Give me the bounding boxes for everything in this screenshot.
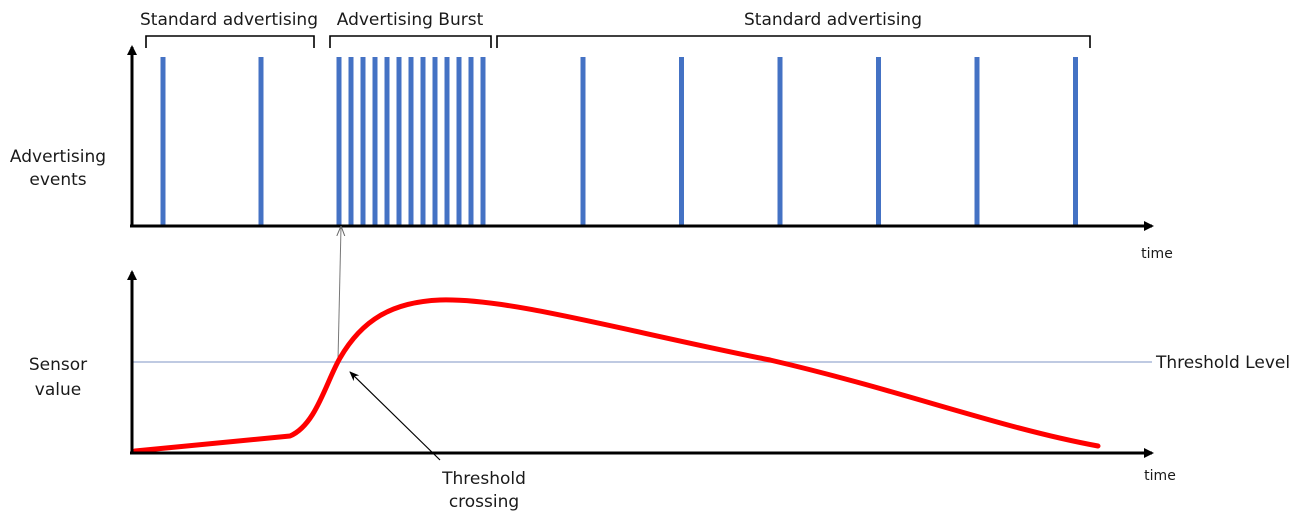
crossing-label-line2: crossing <box>449 492 519 512</box>
advertising-event-bar <box>348 57 354 226</box>
advertising-event-bar <box>372 57 378 226</box>
segment-label-burst: Advertising Burst <box>337 10 484 30</box>
bottom-panel: Threshold Level Sensor value time Thresh… <box>29 270 1290 512</box>
segment-label-standard-left: Standard advertising <box>140 10 318 30</box>
advertising-event-bar <box>384 57 390 226</box>
advertising-event-bar <box>396 57 402 226</box>
advertising-event-bar <box>408 57 414 226</box>
sensor-value-curve <box>132 297 1101 454</box>
top-y-label-line1: Advertising <box>10 147 106 167</box>
crossing-to-burst-arrow <box>338 227 341 361</box>
threshold-crossing-arrow <box>349 371 441 461</box>
advertising-event-bar <box>974 57 980 226</box>
advertising-event-bar <box>336 57 342 226</box>
threshold-label: Threshold Level <box>1155 353 1290 373</box>
bracket-burst <box>329 35 492 48</box>
advertising-event-bar <box>258 57 264 226</box>
top-y-label-line2: events <box>29 170 86 190</box>
bracket-standard-right <box>496 35 1091 48</box>
advertising-event-bar <box>1073 57 1078 226</box>
advertising-event-bar <box>444 57 450 226</box>
bottom-y-label-line1: Sensor <box>29 355 87 375</box>
advertising-event-bar <box>580 57 586 226</box>
advertising-event-bar <box>360 57 366 226</box>
advertising-event-bar <box>777 57 783 226</box>
bottom-y-label-line2: value <box>35 380 81 400</box>
top-x-label: time <box>1141 246 1173 262</box>
segment-label-standard-right: Standard advertising <box>744 10 922 30</box>
advertising-event-bar <box>420 57 426 226</box>
advertising-event-bar <box>468 57 474 226</box>
advertising-event-bar <box>160 57 166 226</box>
bottom-x-label: time <box>1144 468 1176 484</box>
bracket-standard-left <box>145 35 315 48</box>
crossing-label-line1: Threshold <box>441 469 526 489</box>
advertising-event-bar <box>876 57 881 226</box>
top-panel: Standard advertising Advertising Burst S… <box>10 10 1173 262</box>
advertising-event-bar <box>480 57 486 226</box>
advertising-event-bar <box>432 57 438 226</box>
advertising-event-bar <box>456 57 462 226</box>
advertising-event-bar <box>679 57 684 226</box>
advertising-event-bars <box>160 57 1078 226</box>
